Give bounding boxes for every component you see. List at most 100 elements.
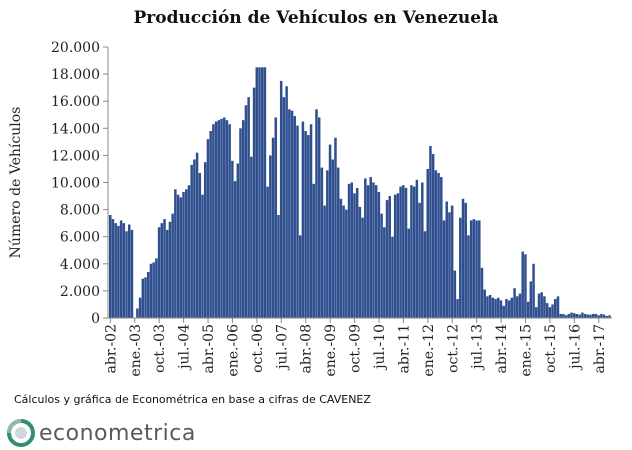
bar [220, 118, 223, 318]
bar [228, 124, 231, 319]
bar [589, 314, 592, 318]
x-tick-label: jul.-16 [567, 324, 583, 371]
bar [304, 131, 307, 318]
x-tick-label: abr.-14 [494, 324, 510, 374]
bar [293, 116, 297, 318]
bar [157, 227, 161, 318]
bar [524, 254, 527, 318]
bar [236, 163, 240, 318]
bar [391, 236, 394, 318]
y-tick-label: 0 [91, 311, 100, 327]
bar [198, 173, 202, 318]
bar [516, 296, 519, 318]
bar [301, 121, 305, 318]
bar [160, 223, 164, 318]
bar [526, 301, 530, 318]
bar [149, 263, 153, 318]
bar [117, 225, 120, 318]
bar [545, 303, 549, 318]
bar [502, 305, 505, 318]
bar-series [109, 67, 611, 319]
x-tick-label: ene.-09 [323, 324, 339, 377]
bar [358, 206, 362, 318]
bar [399, 186, 402, 318]
bar [366, 185, 370, 318]
y-tick-label: 20.000 [51, 40, 100, 56]
bar [410, 185, 413, 318]
bar [174, 189, 177, 318]
bar [326, 170, 329, 318]
bar [263, 67, 267, 318]
bar [141, 278, 145, 318]
bar [434, 170, 438, 318]
bar [288, 109, 291, 318]
bar [507, 300, 511, 318]
bar [440, 177, 443, 318]
bar [312, 183, 316, 318]
bar [548, 307, 552, 318]
bar [209, 131, 212, 318]
bar [184, 189, 188, 318]
bar [144, 277, 147, 318]
y-tick-label: 18.000 [51, 67, 100, 83]
bar [323, 205, 326, 318]
bar [282, 97, 286, 318]
bar [231, 160, 234, 318]
bar [347, 183, 351, 318]
bar [374, 185, 378, 318]
bar [551, 304, 554, 318]
bar [296, 125, 299, 318]
bar [426, 168, 429, 318]
bar [252, 87, 256, 319]
bar [497, 297, 500, 318]
bar [260, 67, 264, 318]
bar [217, 120, 221, 318]
bar [203, 162, 207, 318]
bar [559, 313, 562, 318]
x-tick-label: ene.-15 [519, 324, 535, 377]
bar [486, 296, 489, 318]
bar [469, 220, 473, 318]
bar [385, 200, 389, 318]
bar [285, 86, 288, 318]
bar [176, 194, 180, 318]
bar [608, 315, 611, 318]
bar [581, 312, 584, 318]
bar [364, 178, 367, 318]
bar [404, 187, 408, 318]
bar [450, 205, 454, 318]
bar [109, 215, 112, 318]
bar [437, 173, 440, 318]
bar [317, 117, 321, 319]
bar [393, 194, 397, 318]
bar [152, 262, 155, 318]
bar [266, 186, 269, 318]
bar [342, 205, 345, 318]
bar [193, 159, 196, 318]
bar [562, 313, 565, 318]
bar [336, 167, 340, 318]
y-tick-label: 2.000 [60, 284, 100, 300]
bar [201, 194, 204, 318]
bar [244, 105, 248, 318]
bar [461, 198, 465, 318]
bar [535, 307, 538, 318]
bar [361, 217, 364, 318]
bar [269, 155, 272, 318]
bar [130, 229, 134, 318]
x-tick-label: abr.-08 [299, 324, 315, 373]
bar [298, 235, 302, 318]
y-tick-label: 4.000 [60, 257, 100, 273]
bar [274, 117, 278, 319]
bar [488, 294, 492, 318]
bar [472, 219, 476, 318]
bar [602, 314, 606, 318]
bar [597, 315, 600, 318]
bar [250, 156, 253, 318]
x-tick-label: ene.-06 [226, 324, 242, 377]
y-axis: 0 2.000 4.000 6.000 8.000 10.000 12.000 14.000 1… [51, 40, 109, 327]
bar [592, 313, 595, 318]
bar [136, 308, 139, 318]
x-tick-label: abr.-17 [592, 324, 608, 373]
